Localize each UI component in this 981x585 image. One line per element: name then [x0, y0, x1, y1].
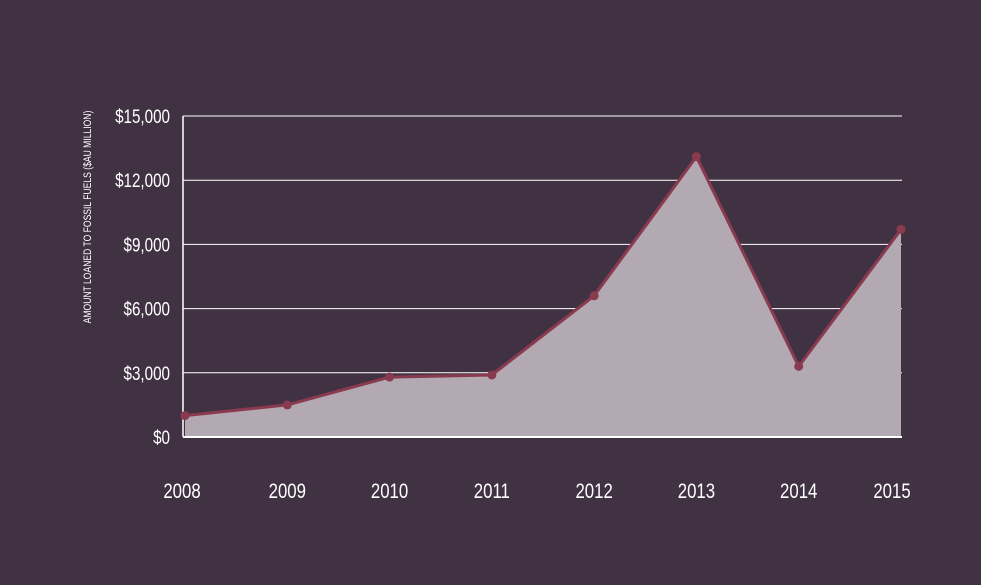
x-tick-label: 2012 [575, 480, 612, 503]
y-axis-label: AMOUNT LOANED TO FOSSIL FUELS ($AU MILLI… [82, 111, 94, 324]
area-fill-layer [185, 156, 901, 437]
x-tick-label: 2013 [678, 480, 715, 503]
y-tick-label: $9,000 [124, 234, 170, 256]
y-tick-label: $0 [153, 426, 170, 448]
series-area [185, 156, 901, 437]
data-point [282, 400, 292, 410]
data-point [896, 224, 906, 234]
data-point [691, 152, 701, 162]
y-tick-label: $6,000 [124, 298, 170, 320]
series-line [184, 155, 903, 418]
y-tick-label: $3,000 [124, 362, 170, 384]
x-tick-labels: 2008 2009 2010 2011 2012 2013 2014 2015 [163, 480, 910, 503]
y-tick-label: $15,000 [115, 105, 170, 127]
data-point [180, 411, 190, 421]
x-tick-label: 2008 [163, 480, 200, 503]
axes [182, 116, 902, 438]
series-line-layer [184, 155, 903, 418]
x-tick-label: 2011 [474, 480, 510, 503]
x-tick-label: 2009 [269, 480, 306, 503]
x-tick-label: 2014 [780, 480, 818, 503]
x-tick-label: 2015 [873, 480, 910, 503]
data-points [180, 152, 906, 421]
data-point [487, 370, 497, 380]
data-point [385, 372, 395, 382]
data-point [589, 291, 599, 301]
x-tick-label: 2010 [371, 480, 408, 503]
y-tick-labels: $0 $3,000 $6,000 $9,000 $12,000 $15,000 [115, 105, 170, 448]
data-point [794, 361, 804, 371]
y-tick-label: $12,000 [115, 170, 170, 192]
